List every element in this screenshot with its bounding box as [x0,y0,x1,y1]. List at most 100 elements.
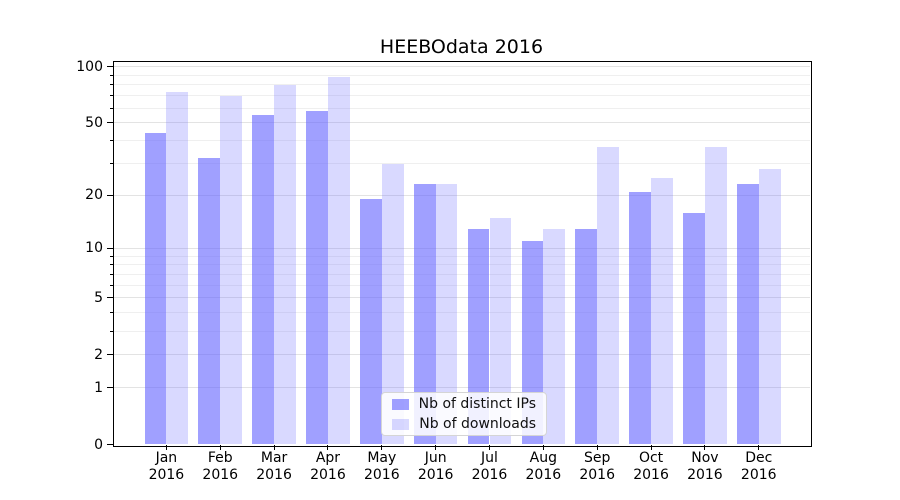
y-tick [107,122,113,124]
y-minor-tick [110,284,113,286]
x-tick-year: 2016 [740,467,777,483]
x-tick [165,445,167,450]
x-tick-year: 2016 [579,467,615,483]
gridline-minor [113,84,810,86]
bar-downloads [327,77,350,445]
gridline-minor [113,264,810,266]
bar-downloads [166,92,189,445]
legend-swatch-distinct-ips [392,398,409,410]
gridline-minor [113,284,810,286]
y-tick-label: 0 [94,436,103,453]
y-tick [107,66,113,68]
bar-downloads [597,146,619,445]
x-tick [542,445,544,450]
y-tick [107,247,113,249]
y-tick [107,297,113,299]
y-minor-tick [110,330,113,332]
gridline-major [113,66,810,68]
x-tick-year: 2016 [687,467,723,483]
y-minor-tick [110,107,113,109]
x-tick [489,445,490,450]
bar-downloads [704,146,727,445]
x-tick-year: 2016 [363,467,400,483]
x-tick-year: 2016 [525,467,562,483]
y-tick-label: 100 [76,58,103,75]
x-tick-year: 2016 [471,467,508,483]
x-tick-label: Jan 2016 [139,450,193,484]
y-tick-label: 5 [94,289,103,306]
bar-distinct-ips [198,158,221,445]
y-minor-tick [110,312,113,314]
x-tick [704,445,706,450]
bar-downloads [758,168,781,445]
x-tick [381,445,383,450]
gridline-minor [113,95,810,97]
x-tick-label: Nov 2016 [678,450,732,484]
x-tick [435,445,437,450]
bar-distinct-ips [413,184,436,445]
y-minor-tick [110,273,113,275]
x-tick [758,445,760,450]
gridline-minor [113,312,810,314]
legend-entry-distinct-ips: Nb of distinct IPs [392,396,536,412]
x-tick-label: Mar 2016 [247,450,301,484]
y-minor-tick [110,84,113,86]
x-tick [273,445,275,450]
y-minor-tick [110,163,113,165]
y-tick [107,194,113,196]
y-minor-tick [110,140,113,142]
bar-distinct-ips [736,184,759,445]
bar-downloads [651,177,673,445]
chart-title: HEEBOdata 2016 [379,36,544,58]
bar-distinct-ips [306,110,328,445]
x-tick-label: Feb 2016 [193,450,247,484]
x-tick-label: Jun 2016 [409,450,463,484]
bar-downloads [435,184,458,445]
x-tick-label: Apr 2016 [301,450,355,484]
bar-distinct-ips [683,212,705,445]
legend: Nb of distinct IPs Nb of downloads [381,392,547,436]
bar-downloads [274,84,296,445]
gridline-major [113,297,810,299]
x-tick-year: 2016 [202,467,239,483]
y-minor-tick [110,264,113,266]
y-minor-tick [110,74,113,76]
y-tick-label: 20 [85,187,103,204]
legend-entry-downloads: Nb of downloads [392,416,536,432]
y-tick-label: 1 [94,379,103,396]
bar-distinct-ips [467,228,490,445]
y-tick-label: 10 [85,240,103,257]
y-tick [107,354,113,356]
x-tick-year: 2016 [310,467,346,483]
gridline-minor [113,107,810,109]
gridline-major [113,387,810,389]
y-tick-label: 50 [85,114,103,131]
bar-downloads [489,217,512,445]
x-tick [596,445,598,450]
gridline-minor [113,255,810,257]
bar-downloads [381,163,404,445]
x-tick-label: Oct 2016 [624,450,678,484]
gridline-major [113,354,810,356]
gridline-minor [113,273,810,275]
y-tick-label: 2 [94,346,103,363]
x-tick-year: 2016 [633,467,669,483]
y-minor-tick [110,95,113,97]
x-tick-label: Aug 2016 [516,450,570,484]
x-tick [327,445,329,450]
bar-distinct-ips [144,133,167,445]
bar-distinct-ips [252,115,275,445]
bar-distinct-ips [360,199,382,445]
x-tick [219,445,221,450]
x-tick-year: 2016 [256,467,292,483]
gridline-major [113,194,810,196]
x-tick-year: 2016 [148,467,185,483]
x-tick-label: May 2016 [355,450,409,484]
gridline-minor [113,163,810,165]
bar-distinct-ips [575,228,598,445]
legend-swatch-downloads [392,418,410,430]
y-minor-tick [110,255,113,257]
y-tick [107,387,113,389]
gridline-major [113,247,810,249]
